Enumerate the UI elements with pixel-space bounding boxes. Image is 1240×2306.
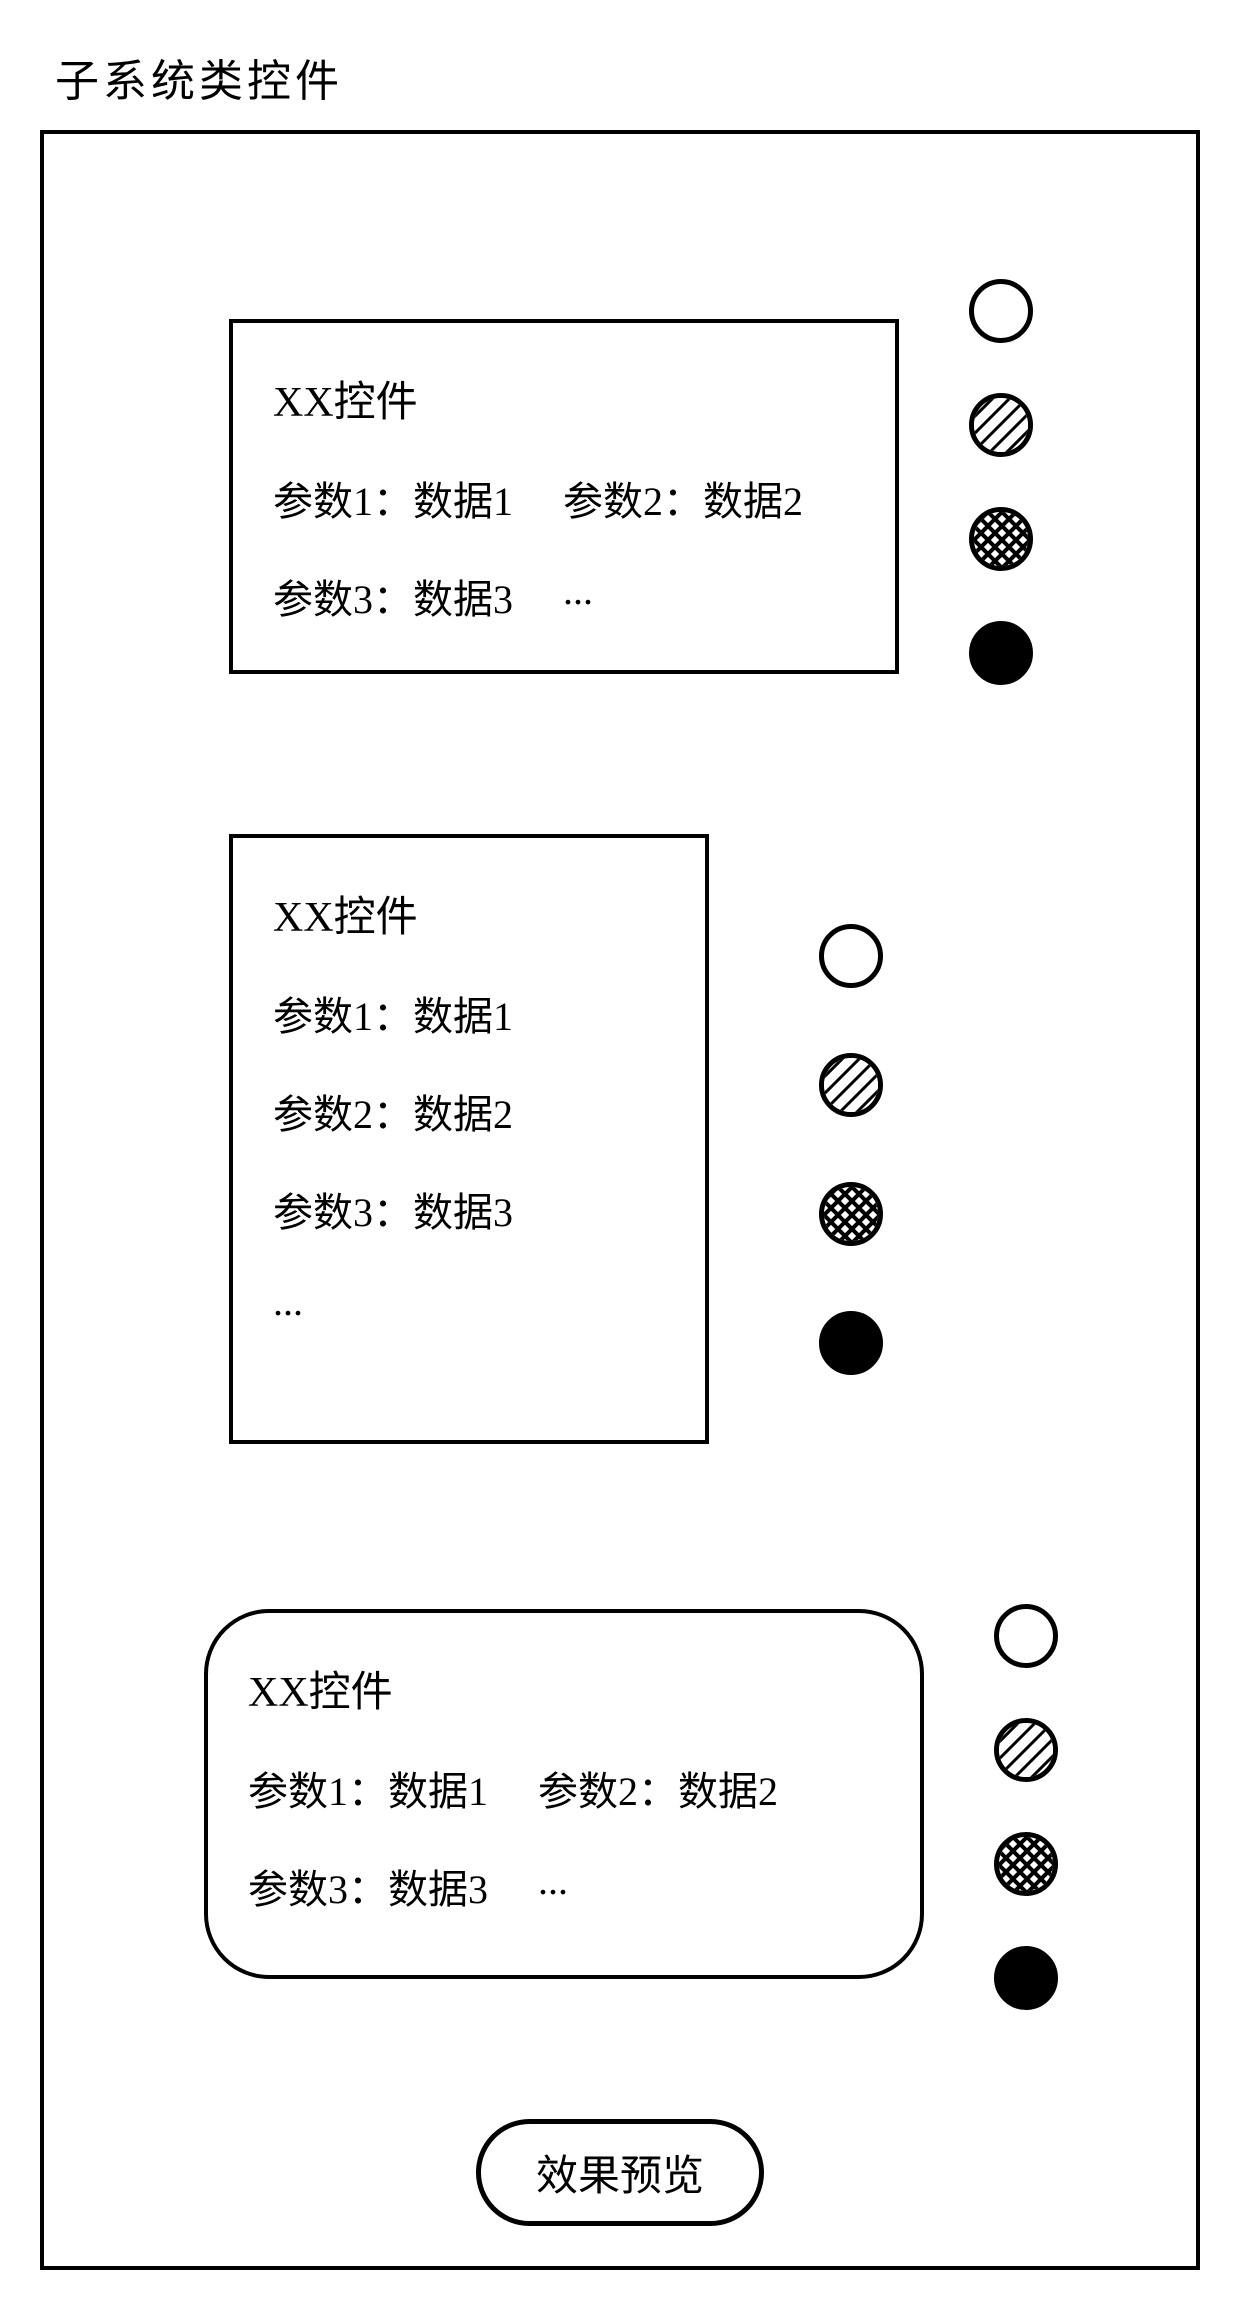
swatch-crosshatch-icon[interactable] [994,1832,1058,1896]
swatch-solid-icon[interactable] [969,621,1033,685]
swatch-column-3 [994,1604,1058,2010]
param-item: 参数1：数据1 [273,984,513,1042]
param-item: 参数3：数据3 [248,1857,488,1915]
swatch-empty-icon[interactable] [969,279,1033,343]
swatch-solid-icon[interactable] [994,1946,1058,2010]
swatch-solid-icon[interactable] [819,1311,883,1375]
swatch-diagonal-icon[interactable] [969,393,1033,457]
swatch-empty-icon[interactable] [994,1604,1058,1668]
param-item: ... [273,1278,303,1325]
subsystem-controls-frame: XX控件 参数1：数据1 参数2：数据2 参数3：数据3 ... XX控件 参数… [40,130,1200,2270]
control-card-title: XX控件 [248,1658,880,1719]
swatch-crosshatch-icon[interactable] [969,507,1033,571]
param-item: 参数1：数据1 [273,469,513,527]
swatch-empty-icon[interactable] [819,924,883,988]
swatch-diagonal-icon[interactable] [819,1053,883,1117]
control-card-title: XX控件 [273,883,665,944]
preview-button[interactable]: 效果预览 [476,2119,764,2226]
control-card-title: XX控件 [273,368,855,429]
control-card-3[interactable]: XX控件 参数1：数据1 参数2：数据2 参数3：数据3 ... [204,1609,924,1979]
swatch-diagonal-icon[interactable] [994,1718,1058,1782]
control-card-2[interactable]: XX控件 参数1：数据1 参数2：数据2 参数3：数据3 ... [229,834,709,1444]
param-item: 参数2：数据2 [538,1759,778,1817]
swatch-column-2 [819,924,883,1375]
page-title: 子系统类控件 [55,45,343,109]
param-item: 参数2：数据2 [563,469,803,527]
param-item: 参数3：数据3 [273,1180,513,1238]
param-item: 参数2：数据2 [273,1082,513,1140]
swatch-crosshatch-icon[interactable] [819,1182,883,1246]
param-item: ... [538,1857,568,1915]
param-item: ... [563,567,593,625]
param-item: 参数3：数据3 [273,567,513,625]
param-item: 参数1：数据1 [248,1759,488,1817]
control-card-1[interactable]: XX控件 参数1：数据1 参数2：数据2 参数3：数据3 ... [229,319,899,674]
swatch-column-1 [969,279,1033,685]
